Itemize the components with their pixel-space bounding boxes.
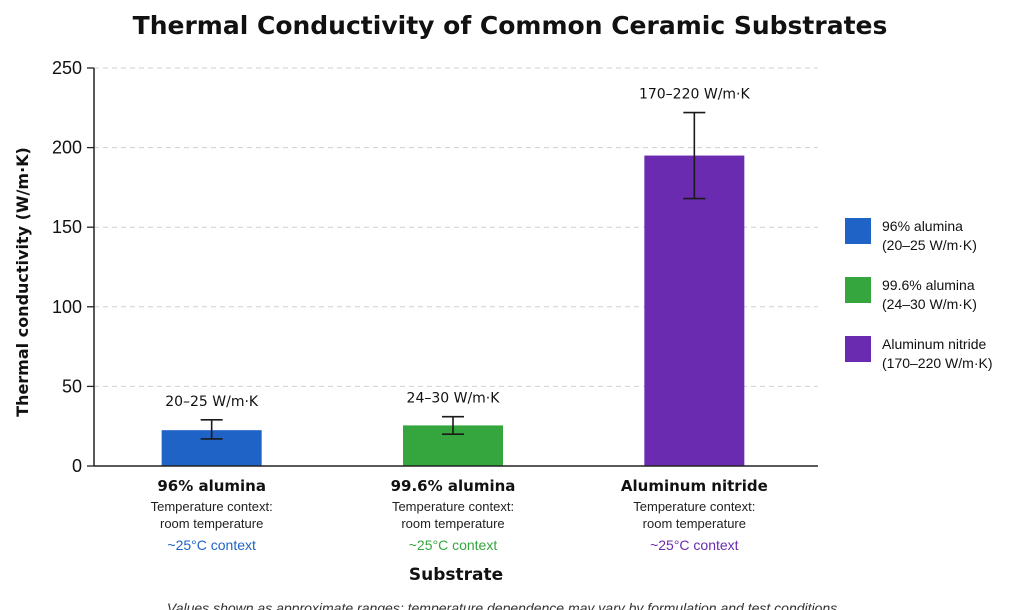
y-tick-label: 250 [52, 58, 82, 78]
legend-range-0: (20–25 W/m·K) [882, 237, 977, 253]
context-label-0: ~25°C context [167, 537, 256, 553]
x-axis-title: Substrate [409, 565, 503, 585]
y-axis-title: Thermal conductivity (W/m·K) [13, 147, 32, 417]
legend-label-0: 96% alumina [882, 218, 963, 234]
temperature-context-value-0: room temperature [160, 516, 263, 531]
legend-label-2: Aluminum nitride [882, 336, 986, 352]
legend-swatch-0 [845, 218, 871, 244]
y-tick-label: 0 [72, 456, 82, 476]
context-label-1: ~25°C context [409, 537, 498, 553]
bar-2 [644, 155, 745, 466]
category-label-1: 99.6% alumina [391, 477, 516, 495]
legend-range-1: (24–30 W/m·K) [882, 296, 977, 312]
context-label-2: ~25°C context [650, 537, 739, 553]
temperature-context-label-0: Temperature context: [151, 499, 273, 514]
temperature-context-value-2: room temperature [643, 516, 746, 531]
footnote: Values shown as approximate ranges; temp… [167, 600, 841, 610]
temperature-context-label-1: Temperature context: [392, 499, 514, 514]
legend-range-2: (170–220 W/m·K) [882, 355, 992, 371]
data-label-2: 170–220 W/m·K [639, 87, 751, 103]
category-label-2: Aluminum nitride [621, 477, 768, 495]
legend-swatch-1 [845, 277, 871, 303]
data-label-1: 24–30 W/m·K [407, 391, 501, 407]
legend-label-1: 99.6% alumina [882, 277, 975, 293]
data-label-0: 20–25 W/m·K [165, 394, 259, 410]
labels: Thermal Conductivity of Common Ceramic S… [13, 11, 887, 610]
legend: 96% alumina (20–25 W/m·K) 99.6% alumina (24… [845, 218, 992, 371]
y-tick-label: 50 [62, 376, 82, 396]
legend-swatch-2 [845, 336, 871, 362]
temperature-context-label-2: Temperature context: [633, 499, 755, 514]
axes [87, 67, 818, 467]
bars [161, 111, 745, 466]
temperature-context-value-1: room temperature [401, 516, 504, 531]
chart-title: Thermal Conductivity of Common Ceramic S… [133, 11, 888, 40]
y-tick-label: 100 [52, 297, 82, 317]
y-tick-label: 200 [52, 138, 82, 158]
category-label-0: 96% alumina [157, 477, 266, 495]
y-tick-label: 150 [52, 217, 82, 237]
